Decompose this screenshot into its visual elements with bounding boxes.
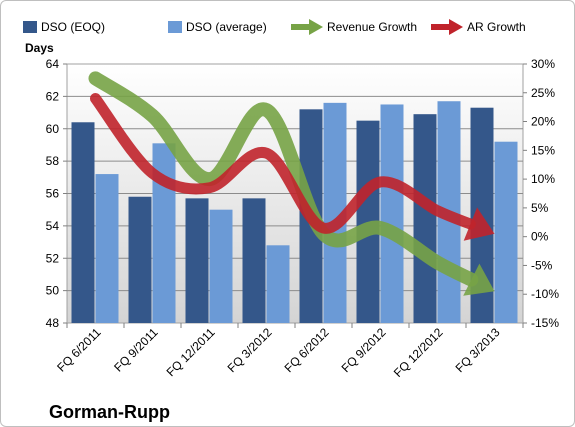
- y2-tick-label: 10%: [531, 172, 555, 186]
- bar-dso-average: [95, 174, 119, 323]
- y-tick-label: 52: [46, 251, 60, 265]
- bar-dso-eoq: [413, 114, 437, 324]
- bar-dso-average: [380, 104, 404, 323]
- y-tick-label: 48: [46, 316, 60, 330]
- x-tick-label: FQ 3/2013: [453, 325, 503, 375]
- legend-label-dso-average: DSO (average): [186, 20, 267, 34]
- y2-tick-label: 5%: [531, 201, 549, 215]
- bar-dso-average: [266, 245, 290, 323]
- chart-title: Gorman-Rupp: [49, 402, 170, 422]
- legend-label-dso-eoq: DSO (EOQ): [41, 20, 105, 34]
- ar-growth-line: [90, 93, 476, 234]
- bar-dso-eoq: [242, 198, 266, 323]
- x-tick-label: FQ 6/2012: [282, 325, 332, 375]
- bar-dso-eoq: [71, 122, 95, 324]
- y-tick-label: 58: [46, 154, 60, 168]
- legend-label-ar-growth: AR Growth: [467, 20, 526, 34]
- bar-dso-average: [209, 209, 233, 323]
- y-tick-label: 62: [46, 89, 60, 103]
- x-tick-label: FQ 9/2011: [111, 325, 161, 375]
- y2-tick-label: 30%: [531, 57, 555, 71]
- bar-dso-average: [494, 141, 518, 323]
- x-tick-label: FQ 9/2012: [339, 325, 389, 375]
- legend: DSO (EOQ) DSO (average) Revenue Growth AR G…: [23, 19, 526, 35]
- bar-dso-eoq: [128, 196, 152, 323]
- revenue-growth-line: [88, 71, 479, 287]
- bar-dso-eoq: [185, 198, 209, 323]
- y-tick-label: 64: [46, 57, 60, 71]
- y2-tick-label: 15%: [531, 143, 555, 157]
- x-tick-label: FQ 6/2011: [54, 325, 104, 375]
- y-tick-label: 60: [46, 122, 60, 136]
- y2-tick-label: 0%: [531, 230, 549, 244]
- revenue-growth-arrowhead: [463, 263, 495, 296]
- y-axis-title: Days: [25, 41, 54, 55]
- x-tick-label: FQ 12/2011: [164, 325, 218, 379]
- ar-growth-arrowhead: [463, 207, 495, 241]
- y2-tick-label: -10%: [531, 287, 559, 301]
- legend-label-revenue-growth: Revenue Growth: [327, 20, 417, 34]
- x-tick-label: FQ 3/2012: [225, 325, 275, 375]
- legend-swatch-dso-eoq: [23, 21, 37, 33]
- legend-swatch-dso-average: [168, 21, 182, 33]
- y2-tick-label: 20%: [531, 115, 555, 129]
- y-tick-label: 54: [46, 219, 60, 233]
- growth-lines: [88, 71, 495, 296]
- y-tick-label: 50: [46, 284, 60, 298]
- x-tick-label: FQ 12/2012: [391, 325, 446, 380]
- legend-arrow-ar-growth: [449, 19, 463, 35]
- y-tick-label: 56: [46, 187, 60, 201]
- y2-tick-label: 25%: [531, 86, 555, 100]
- y2-tick-label: -5%: [531, 258, 553, 272]
- legend-arrow-revenue-growth: [309, 19, 323, 35]
- y2-tick-label: -15%: [531, 316, 559, 330]
- bar-dso-average: [323, 102, 347, 323]
